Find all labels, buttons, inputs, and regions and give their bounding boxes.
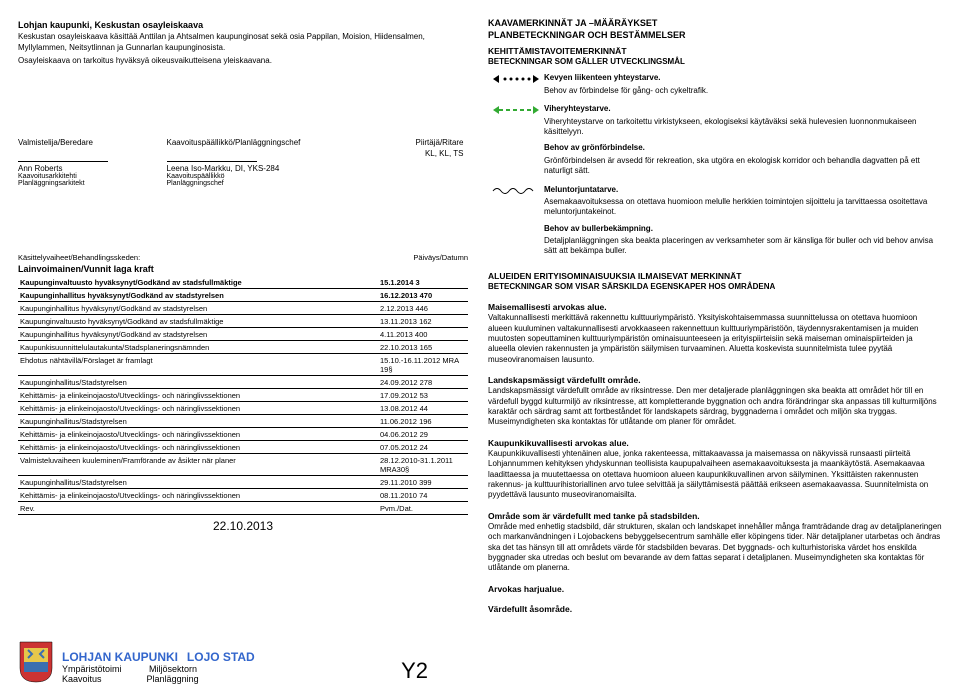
table-row: Ehdotus nähtävillä/Förslaget är framlagt… xyxy=(18,354,468,376)
table-row: Kaupunginvaltuusto hyväksynyt/Godkänd av… xyxy=(18,315,468,328)
legend-symbol-icon xyxy=(488,73,544,87)
right-h2a: KEHITTÄMISTAVOITEMERKINNÄT xyxy=(488,46,942,56)
table-row: Valmisteluvaiheen kuuleminen/Framförande… xyxy=(18,454,468,476)
signer3-role: Piirtäjä/Ritare xyxy=(315,138,464,147)
muni-fi: LOHJAN KAUPUNKI xyxy=(62,650,178,664)
block-title: Maisemallisesti arvokas alue. xyxy=(488,302,942,312)
table-row: Kaupunginhallitus/Stadstyrelsen24.09.201… xyxy=(18,376,468,389)
table-row: Kehittämis- ja elinkeinojaosto/Utvecklin… xyxy=(18,441,468,454)
block-body: Kaupunkikuvallisesti yhtenäinen alue, jo… xyxy=(488,449,942,501)
right-h2b: BETECKNINGAR SOM GÄLLER UTVECKLINGSMÅL xyxy=(488,57,942,67)
block-title: Kaupunkikuvallisesti arvokas alue. xyxy=(488,438,942,448)
signer2-sub1: Kaavoituspäällikkö xyxy=(167,173,316,180)
table-row: Kaupunkisuunnittelulautakunta/Stadsplane… xyxy=(18,341,468,354)
footer: LOHJAN KAUPUNKI LOJO STAD Ympäristötoimi… xyxy=(18,640,468,684)
block-title: Arvokas harjualue. xyxy=(488,584,942,594)
legend-title2: Behov av grönförbindelse. xyxy=(544,143,942,153)
legend-body2: Detaljplanläggningen ska beakta placerin… xyxy=(544,236,942,257)
block-title: Landskapsmässigt värdefullt område. xyxy=(488,375,942,385)
signer1-sub1: Kaavoitusarkkitehti xyxy=(18,173,167,180)
legend-body: Behov av förbindelse för gång- och cykel… xyxy=(544,86,942,96)
signer1-sub2: Planläggningsarkitekt xyxy=(18,180,167,187)
rev-row: Rev.Pvm./Dat. xyxy=(18,502,468,515)
signer1-role: Valmistelija/Beredare xyxy=(18,138,167,147)
proc-hdr-left: Käsittelyvaiheet/Behandlingsskeden: xyxy=(18,253,140,262)
dept-sv2: Planläggning xyxy=(147,674,199,684)
legend-row: Kevyen liikenteen yhteystarve. Behov av f… xyxy=(488,73,942,98)
signers-block: Valmistelija/Beredare Ann Roberts Kaavoi… xyxy=(18,138,468,187)
doc-title: Lohjan kaupunki, Keskustan osayleiskaava xyxy=(18,20,468,30)
table-row: Kaupunginvaltuusto hyväksynyt/Godkänd av… xyxy=(18,276,468,289)
right-h3a: ALUEIDEN ERITYISOMINAISUUKSIA ILMAISEVAT… xyxy=(488,271,942,281)
table-row: Kehittämis- ja elinkeinojaosto/Utvecklin… xyxy=(18,389,468,402)
block-title: Område som är värdefullt med tanke på st… xyxy=(488,511,942,521)
kraft-label: Lainvoimainen/Vunnit laga kraft xyxy=(18,264,468,274)
signer2-role: Kaavoituspäällikkö/Planläggningschef xyxy=(167,138,316,147)
doc-desc1: Keskustan osayleiskaava käsittää Anttila… xyxy=(18,32,468,54)
table-row: Kaupunginhallitus hyväksynyt/Godkänd av … xyxy=(18,289,468,302)
block-body: Landskapsmässigt värdefullt område av ri… xyxy=(488,386,942,428)
dept-fi1: Ympäristötoimi xyxy=(62,664,122,674)
signer1-name: Ann Roberts xyxy=(18,164,167,173)
legend-title2: Behov av bullerbekämpning. xyxy=(544,224,942,234)
signer2-sub2: Planläggningschef xyxy=(167,180,316,187)
legend-row: Viheryhteystarve. Viheryhteystarve on tar… xyxy=(488,104,942,178)
block-body: Område med enhetlig stadsbild, där struk… xyxy=(488,522,942,574)
table-row: Kaupunginhallitus hyväksynyt/Godkänd av … xyxy=(18,302,468,315)
table-row: Kehittämis- ja elinkeinojaosto/Utvecklin… xyxy=(18,489,468,502)
revision-date: 22.10.2013 xyxy=(18,519,468,533)
proc-hdr-right: Päiväys/Datumn xyxy=(413,253,468,262)
legend-body: Asemakaavoituksessa on otettava huomioon… xyxy=(544,197,942,218)
block-body: Valtakunnallisesti merkittävä rakennettu… xyxy=(488,313,942,365)
dept-fi2: Kaavoitus xyxy=(62,674,102,684)
legend-row: Meluntorjuntatarve. Asemakaavoituksessa o… xyxy=(488,185,942,259)
table-row: Kehittämis- ja elinkeinojaosto/Utvecklin… xyxy=(18,402,468,415)
legend-title: Viheryhteystarve. xyxy=(544,104,942,114)
legend-body2: Grönförbindelsen är avsedd för rekreatio… xyxy=(544,156,942,177)
sheet-code: Y2 xyxy=(401,658,428,684)
legend-title: Kevyen liikenteen yhteystarve. xyxy=(544,73,942,83)
legend-symbol-icon xyxy=(488,185,544,199)
signer3-name: KL, KL, TS xyxy=(315,149,464,158)
crest-icon xyxy=(18,640,54,684)
doc-desc2: Osayleiskaava on tarkoitus hyväksyä oike… xyxy=(18,56,468,67)
block-title: Värdefullt åsområde. xyxy=(488,604,942,614)
right-h1a: KAAVAMERKINNÄT JA –MÄÄRÄYKSET xyxy=(488,18,942,28)
right-h1b: PLANBETECKNINGAR OCH BESTÄMMELSER xyxy=(488,30,942,40)
legend-body: Viheryhteystarve on tarkoitettu virkisty… xyxy=(544,117,942,138)
right-h3b: BETECKNINGAR SOM VISAR SÄRSKILDA EGENSKA… xyxy=(488,282,942,292)
signer2-name: Leena Iso-Markku, DI, YKS-284 xyxy=(167,164,316,173)
table-row: Kaupunginhallitus hyväksynyt/Godkänd av … xyxy=(18,328,468,341)
muni-sv: LOJO STAD xyxy=(187,650,255,664)
processing-table: Kaupunginvaltuusto hyväksynyt/Godkänd av… xyxy=(18,276,468,515)
legend-title: Meluntorjuntatarve. xyxy=(544,185,942,195)
table-row: Kaupunginhallitus/Stadstyrelsen11.06.201… xyxy=(18,415,468,428)
table-row: Kehittämis- ja elinkeinojaosto/Utvecklin… xyxy=(18,428,468,441)
table-row: Kaupunginhallitus/Stadstyrelsen29.11.201… xyxy=(18,476,468,489)
dept-sv1: Miljösektorn xyxy=(149,664,197,674)
legend-symbol-icon xyxy=(488,104,544,118)
